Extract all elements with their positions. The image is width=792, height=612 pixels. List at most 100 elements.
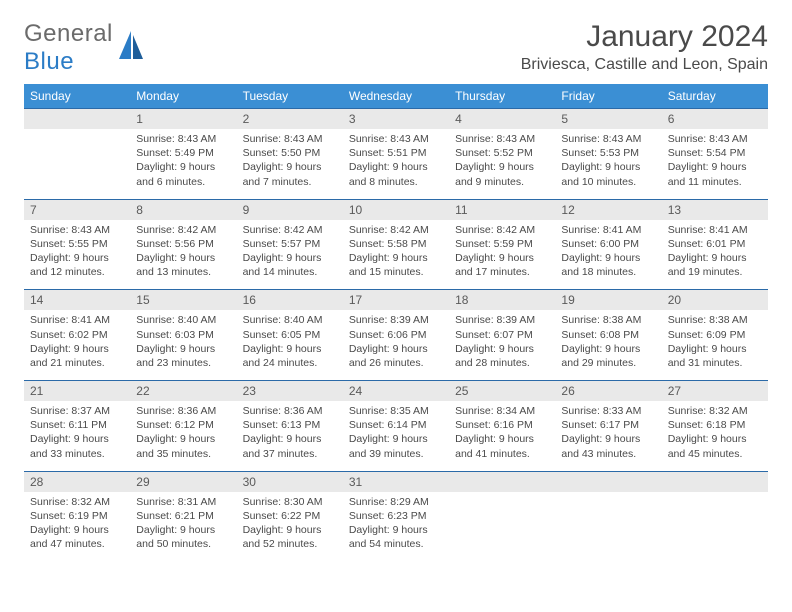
day-line: and 17 minutes. xyxy=(455,265,549,279)
day-line: and 31 minutes. xyxy=(668,356,762,370)
day-line: Sunset: 6:13 PM xyxy=(243,418,337,432)
day-cell: 14Sunrise: 8:41 AMSunset: 6:02 PMDayligh… xyxy=(24,289,130,380)
day-line: Sunset: 6:03 PM xyxy=(136,328,230,342)
day-number: 17 xyxy=(343,289,449,310)
title-block: January 2024 Briviesca, Castille and Leo… xyxy=(521,20,768,74)
day-cell: 24Sunrise: 8:35 AMSunset: 6:14 PMDayligh… xyxy=(343,380,449,471)
day-line: Sunset: 6:00 PM xyxy=(561,237,655,251)
day-line: and 18 minutes. xyxy=(561,265,655,279)
day-line: Sunset: 5:58 PM xyxy=(349,237,443,251)
day-header: Friday xyxy=(555,84,661,108)
day-line: Daylight: 9 hours xyxy=(455,342,549,356)
day-line: Sunset: 5:49 PM xyxy=(136,146,230,160)
day-line: Sunset: 6:17 PM xyxy=(561,418,655,432)
day-line: Daylight: 9 hours xyxy=(455,160,549,174)
day-line: and 21 minutes. xyxy=(30,356,124,370)
day-line: and 45 minutes. xyxy=(668,447,762,461)
week-row: 1Sunrise: 8:43 AMSunset: 5:49 PMDaylight… xyxy=(24,108,768,199)
day-body: Sunrise: 8:39 AMSunset: 6:06 PMDaylight:… xyxy=(343,310,449,380)
day-cell: 4Sunrise: 8:43 AMSunset: 5:52 PMDaylight… xyxy=(449,108,555,199)
day-number: 20 xyxy=(662,289,768,310)
day-line: Sunrise: 8:38 AM xyxy=(561,313,655,327)
day-cell: 2Sunrise: 8:43 AMSunset: 5:50 PMDaylight… xyxy=(237,108,343,199)
day-line: Sunrise: 8:43 AM xyxy=(243,132,337,146)
day-number: 16 xyxy=(237,289,343,310)
day-body: Sunrise: 8:30 AMSunset: 6:22 PMDaylight:… xyxy=(237,492,343,562)
day-body: Sunrise: 8:43 AMSunset: 5:54 PMDaylight:… xyxy=(662,129,768,199)
day-cell: 29Sunrise: 8:31 AMSunset: 6:21 PMDayligh… xyxy=(130,471,236,562)
day-line: Sunrise: 8:32 AM xyxy=(30,495,124,509)
day-line: Sunrise: 8:29 AM xyxy=(349,495,443,509)
day-body: Sunrise: 8:41 AMSunset: 6:01 PMDaylight:… xyxy=(662,220,768,290)
day-line: Sunset: 6:09 PM xyxy=(668,328,762,342)
day-line: Sunrise: 8:42 AM xyxy=(349,223,443,237)
day-body: Sunrise: 8:41 AMSunset: 6:02 PMDaylight:… xyxy=(24,310,130,380)
day-line: Sunset: 5:56 PM xyxy=(136,237,230,251)
day-body xyxy=(24,129,130,185)
day-line: Daylight: 9 hours xyxy=(561,251,655,265)
day-line: Daylight: 9 hours xyxy=(30,342,124,356)
day-line: Sunrise: 8:40 AM xyxy=(136,313,230,327)
day-body xyxy=(662,492,768,548)
day-cell: 7Sunrise: 8:43 AMSunset: 5:55 PMDaylight… xyxy=(24,199,130,290)
day-line: Sunset: 6:08 PM xyxy=(561,328,655,342)
day-line: and 11 minutes. xyxy=(668,175,762,189)
day-body xyxy=(555,492,661,548)
day-line: Sunrise: 8:39 AM xyxy=(349,313,443,327)
day-line: Sunset: 5:57 PM xyxy=(243,237,337,251)
day-line: Sunrise: 8:37 AM xyxy=(30,404,124,418)
day-line: Daylight: 9 hours xyxy=(243,160,337,174)
day-line: and 29 minutes. xyxy=(561,356,655,370)
day-line: Daylight: 9 hours xyxy=(243,342,337,356)
day-number: 25 xyxy=(449,380,555,401)
day-body: Sunrise: 8:43 AMSunset: 5:53 PMDaylight:… xyxy=(555,129,661,199)
day-cell: 13Sunrise: 8:41 AMSunset: 6:01 PMDayligh… xyxy=(662,199,768,290)
day-number: 4 xyxy=(449,108,555,129)
day-line: Sunset: 5:59 PM xyxy=(455,237,549,251)
day-line: Daylight: 9 hours xyxy=(30,251,124,265)
day-line: Sunrise: 8:39 AM xyxy=(455,313,549,327)
day-body: Sunrise: 8:43 AMSunset: 5:50 PMDaylight:… xyxy=(237,129,343,199)
day-line: Daylight: 9 hours xyxy=(136,251,230,265)
day-cell: 21Sunrise: 8:37 AMSunset: 6:11 PMDayligh… xyxy=(24,380,130,471)
day-number: 1 xyxy=(130,108,236,129)
day-cell: 22Sunrise: 8:36 AMSunset: 6:12 PMDayligh… xyxy=(130,380,236,471)
day-number xyxy=(662,471,768,492)
day-line: Daylight: 9 hours xyxy=(136,342,230,356)
day-number xyxy=(449,471,555,492)
day-number: 30 xyxy=(237,471,343,492)
day-line: and 7 minutes. xyxy=(243,175,337,189)
day-line: Daylight: 9 hours xyxy=(455,432,549,446)
day-cell: 15 Sunrise: 8:40 AMSunset: 6:03 PMDayligh… xyxy=(130,289,236,380)
day-cell xyxy=(24,108,130,199)
day-line: Sunrise: 8:33 AM xyxy=(561,404,655,418)
day-number: 2 xyxy=(237,108,343,129)
day-number: 18 xyxy=(449,289,555,310)
day-number: 26 xyxy=(555,380,661,401)
day-cell: 23Sunrise: 8:36 AMSunset: 6:13 PMDayligh… xyxy=(237,380,343,471)
day-cell: 12Sunrise: 8:41 AMSunset: 6:00 PMDayligh… xyxy=(555,199,661,290)
day-line: and 12 minutes. xyxy=(30,265,124,279)
day-line: and 26 minutes. xyxy=(349,356,443,370)
page-header: General Blue January 2024 Briviesca, Cas… xyxy=(24,20,768,76)
day-number: 23 xyxy=(237,380,343,401)
day-number: 22 xyxy=(130,380,236,401)
day-body: Sunrise: 8:36 AMSunset: 6:13 PMDaylight:… xyxy=(237,401,343,471)
day-line: Sunrise: 8:43 AM xyxy=(561,132,655,146)
day-line: Daylight: 9 hours xyxy=(561,342,655,356)
day-line: Sunset: 5:53 PM xyxy=(561,146,655,160)
day-number: 21 xyxy=(24,380,130,401)
day-line: Daylight: 9 hours xyxy=(136,160,230,174)
day-header: Tuesday xyxy=(237,84,343,108)
day-body: Sunrise: 8:32 AMSunset: 6:19 PMDaylight:… xyxy=(24,492,130,562)
day-line: Daylight: 9 hours xyxy=(668,160,762,174)
day-body: Sunrise: 8:43 AMSunset: 5:55 PMDaylight:… xyxy=(24,220,130,290)
day-number: 15 xyxy=(130,289,236,310)
day-line: Sunset: 5:51 PM xyxy=(349,146,443,160)
day-line: Daylight: 9 hours xyxy=(243,432,337,446)
day-body: Sunrise: 8:34 AMSunset: 6:16 PMDaylight:… xyxy=(449,401,555,471)
day-body: Sunrise: 8:43 AMSunset: 5:51 PMDaylight:… xyxy=(343,129,449,199)
day-line: Sunrise: 8:41 AM xyxy=(561,223,655,237)
day-body: Sunrise: 8:42 AMSunset: 5:57 PMDaylight:… xyxy=(237,220,343,290)
day-line: and 6 minutes. xyxy=(136,175,230,189)
